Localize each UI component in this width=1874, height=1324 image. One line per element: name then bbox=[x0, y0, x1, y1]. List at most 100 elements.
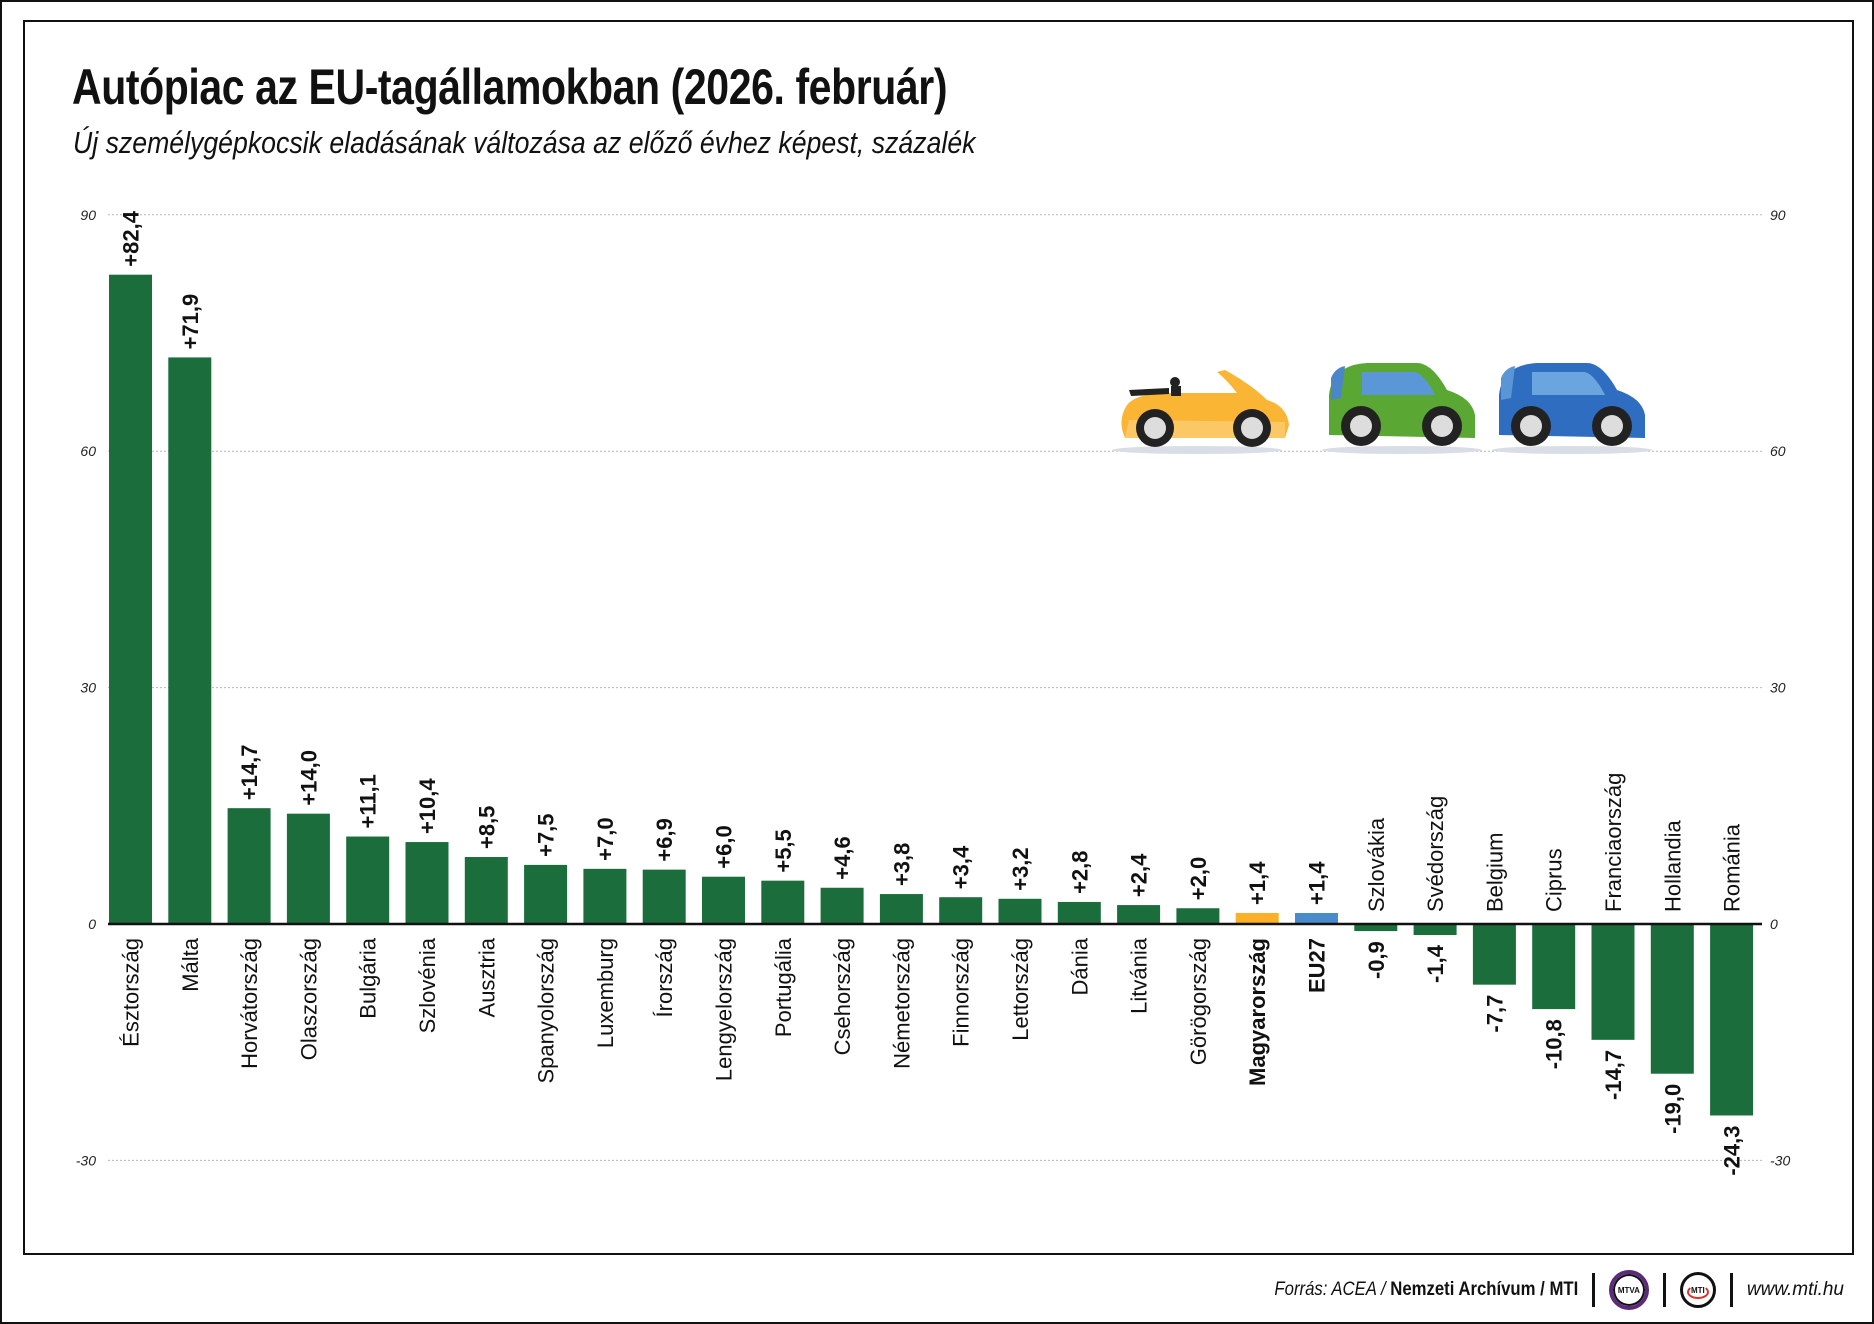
bar-Dánia bbox=[1057, 901, 1101, 924]
value-label: +14,7 bbox=[237, 744, 262, 800]
bar-Litvánia bbox=[1117, 905, 1161, 924]
category-label: Szlovénia bbox=[415, 937, 440, 1033]
y-tick-label-left: 0 bbox=[88, 916, 96, 932]
category-label: Finnország bbox=[949, 938, 974, 1047]
y-tick-label-right: 30 bbox=[1770, 680, 1786, 696]
value-label: +2,4 bbox=[1127, 853, 1152, 897]
category-label: Lengyelország bbox=[712, 938, 737, 1081]
bar-Málta bbox=[168, 357, 212, 925]
chart-frame bbox=[23, 20, 1854, 1255]
source-credit: Forrás: ACEA / Nemzeti Archívum / MTI bbox=[1274, 1279, 1578, 1301]
category-label: Bulgária bbox=[356, 937, 381, 1018]
category-label: Hollandia bbox=[1660, 820, 1685, 912]
category-label: Svédország bbox=[1423, 796, 1448, 912]
category-label: Ciprus bbox=[1542, 848, 1567, 912]
bar-Németország bbox=[879, 894, 923, 924]
bar-Szlovénia bbox=[405, 842, 449, 924]
value-label: +3,4 bbox=[949, 845, 974, 889]
category-label: Málta bbox=[178, 937, 203, 992]
footer: Forrás: ACEA / Nemzeti Archívum / MTI MT… bbox=[1233, 1270, 1844, 1310]
category-label: Spanyolország bbox=[534, 938, 559, 1084]
bar-Olaszország bbox=[286, 813, 330, 924]
category-label: Szlovákia bbox=[1364, 817, 1389, 912]
bar-Ciprus bbox=[1532, 924, 1576, 1010]
bar-Görögország bbox=[1176, 908, 1220, 924]
value-label: +4,6 bbox=[830, 836, 855, 879]
category-label: Magyarország bbox=[1245, 938, 1270, 1086]
category-label: Görögország bbox=[1186, 938, 1211, 1065]
category-label: Románia bbox=[1720, 823, 1745, 912]
category-label: Belgium bbox=[1482, 833, 1507, 912]
source-bold: Nemzeti Archívum / MTI bbox=[1389, 1279, 1578, 1300]
value-label: +5,5 bbox=[771, 829, 796, 872]
labels: 90 90 60 60 30 30 0 0 -30 -30 Észtország +82,4 Málta… bbox=[76, 207, 1791, 1176]
mti-logo: MTI bbox=[1679, 1272, 1716, 1308]
car-illustration bbox=[1112, 363, 1652, 454]
value-label: +2,0 bbox=[1186, 857, 1211, 900]
value-label: +8,5 bbox=[474, 806, 499, 849]
bar-Lengyelország bbox=[702, 876, 745, 924]
value-label: -10,8 bbox=[1542, 1019, 1567, 1069]
bar-Szlovákia bbox=[1354, 924, 1398, 932]
value-label: -14,7 bbox=[1601, 1050, 1626, 1100]
yellow-convertible-car-icon bbox=[1112, 370, 1289, 454]
category-label: Luxemburg bbox=[593, 938, 618, 1048]
value-label: +7,5 bbox=[534, 813, 559, 856]
y-tick-label-right: 60 bbox=[1770, 443, 1786, 459]
category-label: Csehország bbox=[830, 938, 855, 1055]
chart-title: Autópiac az EU-tagállamokban (2026. febr… bbox=[72, 59, 948, 115]
category-label: Olaszország bbox=[296, 938, 321, 1060]
bar-Bulgária bbox=[346, 836, 390, 924]
category-label: Lettország bbox=[1008, 938, 1033, 1041]
y-tick-label-left: 30 bbox=[80, 680, 96, 696]
category-label: Írország bbox=[652, 938, 677, 1017]
value-label: +3,8 bbox=[889, 843, 914, 886]
value-label: +2,8 bbox=[1067, 850, 1092, 893]
bar-Románia bbox=[1710, 924, 1754, 1116]
bar-Lettország bbox=[998, 898, 1042, 924]
y-tick-label-left: -30 bbox=[76, 1152, 96, 1168]
value-label: -7,7 bbox=[1482, 995, 1507, 1033]
bar-Franciaország bbox=[1591, 924, 1635, 1040]
bar-Magyarország bbox=[1235, 912, 1279, 924]
bar-EU27 bbox=[1295, 912, 1338, 924]
category-label: Litvánia bbox=[1127, 937, 1152, 1014]
value-label: -0,9 bbox=[1364, 941, 1389, 979]
y-tick-label-right: -30 bbox=[1770, 1152, 1790, 1168]
value-label: +1,4 bbox=[1245, 861, 1270, 905]
divider bbox=[1662, 1273, 1666, 1307]
value-label: +71,9 bbox=[178, 294, 203, 350]
category-label: Ausztria bbox=[474, 937, 499, 1017]
category-label: Portugália bbox=[771, 937, 796, 1037]
bar-Luxemburg bbox=[583, 868, 627, 924]
mtva-logo: MTVA bbox=[1608, 1270, 1649, 1310]
bar-Észtország bbox=[109, 274, 152, 924]
chart-subtitle: Új személygépkocsik eladásának változása… bbox=[73, 125, 976, 160]
green-hatchback-car-icon bbox=[1322, 363, 1482, 454]
category-label: Észtország bbox=[119, 938, 144, 1047]
bar-Horvátország bbox=[227, 808, 271, 924]
value-label: +6,9 bbox=[652, 818, 677, 861]
bar-Ausztria bbox=[464, 857, 508, 924]
value-label: +1,4 bbox=[1305, 861, 1330, 905]
value-label: +7,0 bbox=[593, 817, 618, 860]
y-tick-label-left: 60 bbox=[80, 443, 96, 459]
bars bbox=[108, 274, 1762, 1116]
website-link[interactable]: www.mti.hu bbox=[1746, 1279, 1844, 1300]
bar-Hollandia bbox=[1650, 924, 1694, 1074]
bar-Portugália bbox=[761, 880, 805, 924]
value-label: +14,0 bbox=[296, 750, 321, 806]
value-label: -19,0 bbox=[1660, 1084, 1685, 1134]
category-label: Dánia bbox=[1067, 937, 1092, 995]
bar-Belgium bbox=[1472, 924, 1516, 985]
category-label: EU27 bbox=[1305, 938, 1330, 993]
y-tick-label-left: 90 bbox=[80, 207, 96, 223]
value-label: +82,4 bbox=[119, 210, 144, 266]
source-prefix: Forrás: ACEA / bbox=[1274, 1279, 1390, 1300]
value-label: +6,0 bbox=[712, 825, 737, 868]
bar-Spanyolország bbox=[524, 864, 568, 924]
bar-Finnország bbox=[939, 897, 983, 924]
value-label: +3,2 bbox=[1008, 847, 1033, 890]
